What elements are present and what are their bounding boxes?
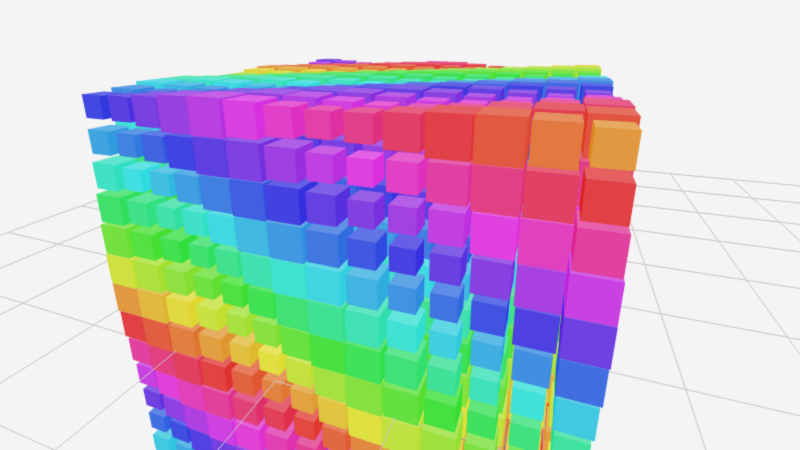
webgl-stage [0,0,800,450]
3d-scene-canvas[interactable] [0,0,800,450]
